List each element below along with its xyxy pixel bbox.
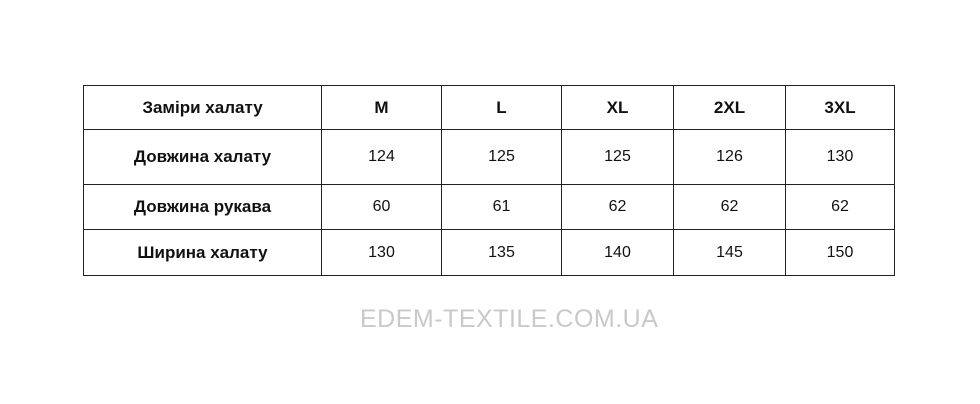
table-cell: 61 [441, 184, 562, 230]
header-cell: 3XL [785, 85, 895, 130]
table-row: Довжина халату 124 125 125 126 130 [83, 129, 895, 185]
size-table: Заміри халату M L XL 2XL 3XL Довжина хал… [83, 85, 895, 276]
table-cell: 124 [321, 129, 442, 185]
watermark: EDEM-TEXTILE.COM.UA [360, 305, 659, 333]
table-cell: 135 [441, 229, 562, 276]
header-cell: L [441, 85, 562, 130]
header-cell: 2XL [673, 85, 786, 130]
table-row: Ширина халату 130 135 140 145 150 [83, 229, 895, 276]
table-cell: 126 [673, 129, 786, 185]
table-cell: 125 [561, 129, 674, 185]
table-cell: 130 [321, 229, 442, 276]
row-label: Довжина рукава [83, 184, 322, 230]
row-label: Довжина халату [83, 129, 322, 185]
table-cell: 140 [561, 229, 674, 276]
table-cell: 60 [321, 184, 442, 230]
table-cell: 145 [673, 229, 786, 276]
table-cell: 125 [441, 129, 562, 185]
table-cell: 62 [561, 184, 674, 230]
row-label: Ширина халату [83, 229, 322, 276]
table-cell: 150 [785, 229, 895, 276]
table-cell: 62 [785, 184, 895, 230]
table-cell: 130 [785, 129, 895, 185]
header-row: Заміри халату M L XL 2XL 3XL [83, 85, 895, 130]
header-cell: M [321, 85, 442, 130]
header-cell: XL [561, 85, 674, 130]
header-cell: Заміри халату [83, 85, 322, 130]
table-cell: 62 [673, 184, 786, 230]
table-row: Довжина рукава 60 61 62 62 62 [83, 184, 895, 230]
